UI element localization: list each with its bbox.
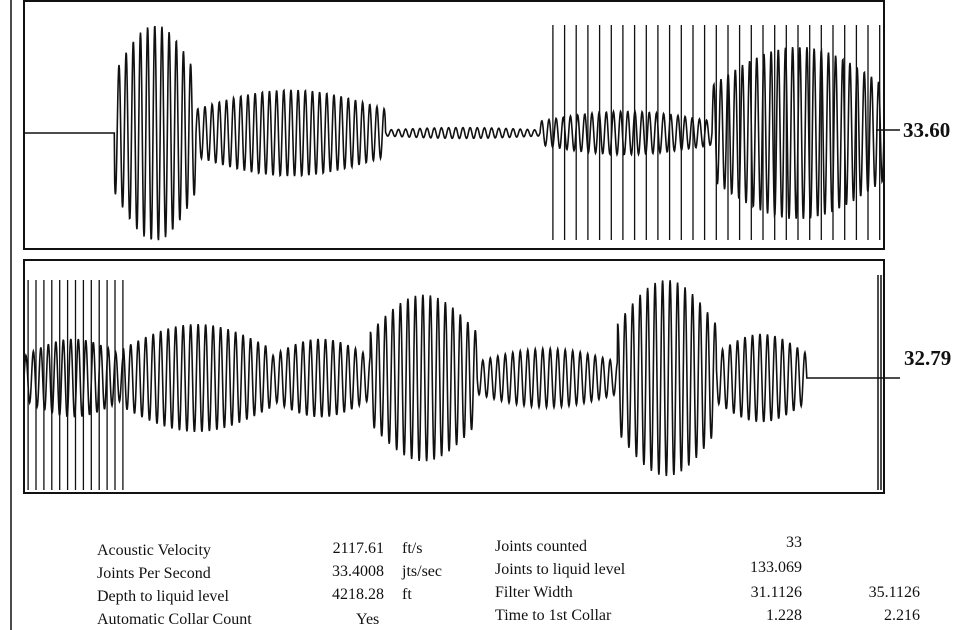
stat-value-acoustic-velocity: 2117.61 xyxy=(332,540,384,557)
stat-unit-depth-liquid: ft xyxy=(402,586,412,603)
stat-value-time-first-collar: 1.228 xyxy=(766,607,802,624)
stat-value-joints-to-liquid: 133.069 xyxy=(750,559,802,576)
bottom-panel-value: 32.79 xyxy=(904,346,952,370)
stat-value2-filter-width: 35.1126 xyxy=(868,584,920,601)
stat-value-joints-per-second: 33.4008 xyxy=(332,563,384,580)
top-signal-trace xyxy=(24,25,885,241)
stat-unit-acoustic-velocity: ft/s xyxy=(402,540,423,557)
stat-value2-time-first-collar: 2.216 xyxy=(884,607,920,624)
stat-label-time-first-collar: Time to 1st Collar xyxy=(495,607,612,624)
stat-value-joints-counted: 33 xyxy=(786,534,802,551)
stat-label-depth-liquid: Depth to liquid level xyxy=(97,588,229,605)
stat-unit-joints-per-second: jts/sec xyxy=(402,563,442,580)
top-panel-value: 33.60 xyxy=(903,118,951,142)
stat-label-joints-per-second: Joints Per Second xyxy=(97,565,211,582)
stat-value-collar-count: Yes xyxy=(356,611,380,628)
bottom-signal-trace xyxy=(23,280,848,477)
stat-label-joints-to-liquid: Joints to liquid level xyxy=(495,561,626,578)
stat-label-joints-counted: Joints counted xyxy=(495,538,587,555)
stat-label-acoustic-velocity: Acoustic Velocity xyxy=(97,542,211,559)
top-panel-frame xyxy=(23,0,885,250)
stat-label-filter-width: Filter Width xyxy=(495,584,573,601)
stat-label-collar-count: Automatic Collar Count xyxy=(97,611,252,628)
stat-value-depth-liquid: 4218.28 xyxy=(332,586,384,603)
stat-value-filter-width: 31.1126 xyxy=(750,584,802,601)
